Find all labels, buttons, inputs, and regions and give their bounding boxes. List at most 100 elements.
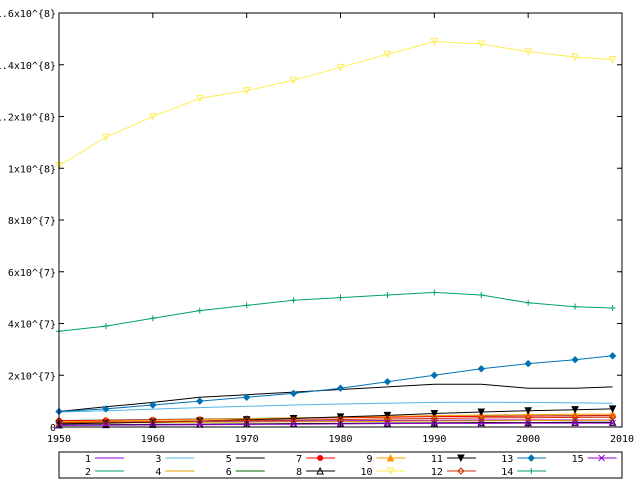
series-12-point: [430, 414, 439, 423]
x-tick-label: 2000: [516, 434, 540, 445]
legend-item-7: 7: [296, 454, 336, 465]
legend-label: 14: [501, 467, 513, 478]
y-tick-label: 8x10^{7}: [8, 216, 56, 227]
series-11-point: [430, 410, 439, 418]
series-12-point: [383, 415, 392, 423]
legend-label: 7: [296, 454, 302, 465]
plot-frame: [58, 12, 623, 428]
series-15-point: [384, 420, 391, 427]
legend-swatch-marker: [457, 454, 465, 463]
series-11-point: [608, 405, 617, 414]
legend-item-15: 15: [572, 454, 617, 465]
legend-swatch-marker: [528, 468, 535, 474]
series-line-14: [58, 291, 613, 332]
series-14-point: [243, 302, 250, 309]
legend-label: 2: [85, 467, 91, 478]
series-10-point: [242, 87, 251, 95]
series-10-point: [149, 113, 157, 121]
legend-label: 6: [226, 467, 232, 478]
series-15-point: [477, 420, 485, 427]
legend-label: 4: [155, 467, 161, 478]
y-tick-label: 1.4x10^{8}: [0, 61, 56, 72]
legend-swatch-marker: [457, 467, 465, 475]
legend-item-10: 10: [360, 467, 406, 478]
series-14-point: [290, 297, 297, 304]
series-11-point: [524, 407, 532, 415]
series-12-point: [477, 414, 485, 422]
legend-swatch-marker: [386, 453, 395, 462]
x-tick-label: 1990: [422, 434, 446, 445]
series-10-point: [289, 76, 298, 85]
legend-item-14: 14: [501, 467, 547, 478]
series-11-point: [477, 408, 486, 417]
y-tick-label: 1.2x10^{8}: [0, 113, 56, 124]
legend-item-1: 1: [85, 454, 124, 465]
x-tick-label: 1980: [328, 434, 352, 445]
series-8-point: [102, 420, 110, 429]
series-14: [56, 289, 616, 335]
legend-box: [58, 451, 623, 479]
y-tick-label: 0: [50, 423, 56, 434]
series-13-point: [477, 365, 485, 373]
series-12-point: [524, 413, 532, 422]
y-tick-label: 4x10^{7}: [8, 320, 56, 331]
series-13-point: [242, 393, 251, 401]
series-14-point: [431, 289, 438, 296]
series-14-point: [525, 299, 532, 306]
series-8-point: [477, 418, 486, 427]
series-14-point: [196, 307, 203, 314]
series-15-point: [609, 419, 616, 427]
series-10: [55, 37, 617, 170]
series-13-point: [430, 371, 439, 379]
legend-label: 11: [431, 454, 443, 465]
series-line-3: [58, 401, 613, 413]
legend-item-8: 8: [296, 466, 336, 478]
legend-label: 15: [572, 454, 584, 465]
series-13-point: [102, 405, 110, 413]
y-tick-label: 1.6x10^{8}: [0, 9, 56, 20]
y-tick-label: 1x10^{8}: [8, 164, 56, 175]
series-13-point: [289, 389, 298, 398]
series-14-point: [337, 294, 344, 301]
legend-label: 1: [85, 454, 91, 465]
series-11-point: [242, 416, 251, 424]
legend-swatch-marker: [386, 467, 395, 476]
series-10-point: [102, 133, 110, 142]
legend-item-2: 2: [85, 467, 124, 478]
series-13: [55, 352, 617, 416]
legend-label: 12: [431, 467, 443, 478]
series-14-point: [384, 292, 391, 299]
series-14-point: [478, 292, 485, 299]
legend-item-11: 11: [431, 454, 476, 465]
series-13-point: [524, 359, 532, 368]
series-10-point: [430, 37, 439, 46]
series-10-point: [195, 94, 204, 103]
legend-item-13: 13: [501, 454, 547, 465]
x-tick-label: 1960: [141, 434, 165, 445]
series-15-point: [571, 419, 579, 427]
y-tick-label: 2x10^{7}: [8, 371, 56, 382]
series-14-point: [102, 323, 109, 330]
legend-item-9: 9: [366, 453, 406, 465]
series-10-point: [383, 50, 392, 59]
x-tick-label: 1970: [235, 434, 259, 445]
x-tick-label: 2010: [610, 434, 634, 445]
legend-item-5: 5: [226, 454, 265, 465]
series-14-point: [609, 304, 616, 311]
series-10-point: [524, 48, 532, 56]
series-10-point: [336, 63, 345, 72]
legend-label: 13: [501, 454, 513, 465]
series-11-point: [571, 406, 579, 414]
series-13-point: [336, 384, 345, 392]
legend-swatch-marker: [598, 454, 605, 462]
y-tick-label: 6x10^{7}: [8, 268, 56, 279]
legend-swatch-marker: [317, 455, 324, 461]
legend-label: 10: [360, 467, 372, 478]
series-12-point: [608, 413, 617, 421]
series-14-point: [572, 303, 579, 310]
series-13-point: [196, 397, 204, 405]
legend-label: 9: [366, 454, 372, 465]
